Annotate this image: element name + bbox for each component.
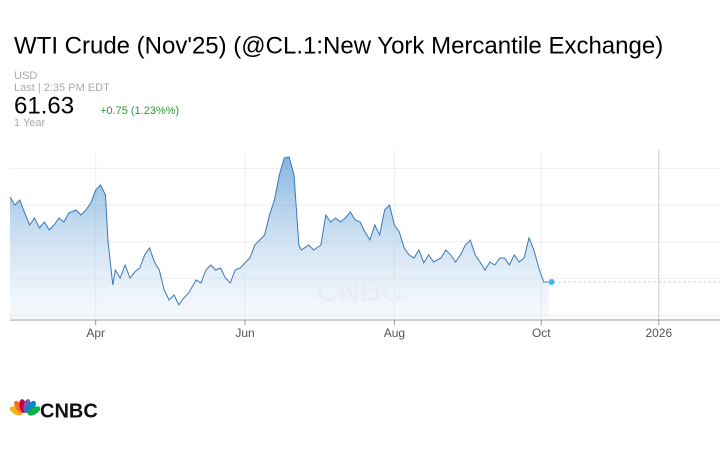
- watermark: CNBC: [317, 275, 404, 308]
- area: [10, 157, 549, 320]
- x-tick-label: Jun: [235, 326, 254, 340]
- x-tick-label: Aug: [384, 326, 405, 340]
- currency: USD: [14, 70, 37, 82]
- price: 61.63: [14, 92, 74, 119]
- last-point: [548, 279, 555, 286]
- logo-text: CNBC: [40, 400, 98, 422]
- chart-title: WTI Crude (Nov'25) (@CL.1:New York Merca…: [14, 32, 663, 59]
- range-label: 1 Year: [14, 117, 46, 129]
- last-updated: Last | 2:35 PM EDT: [14, 82, 110, 94]
- logo-icon: [9, 399, 41, 416]
- x-tick-label: 2026: [645, 326, 672, 340]
- plot-area: Apr Jun Aug Oct 2026: [9, 150, 720, 340]
- x-tick-label: Apr: [86, 326, 105, 340]
- change: +0.75 (1.23%%): [100, 105, 179, 117]
- line: [9, 156, 549, 306]
- x-tick-label: Oct: [532, 326, 551, 340]
